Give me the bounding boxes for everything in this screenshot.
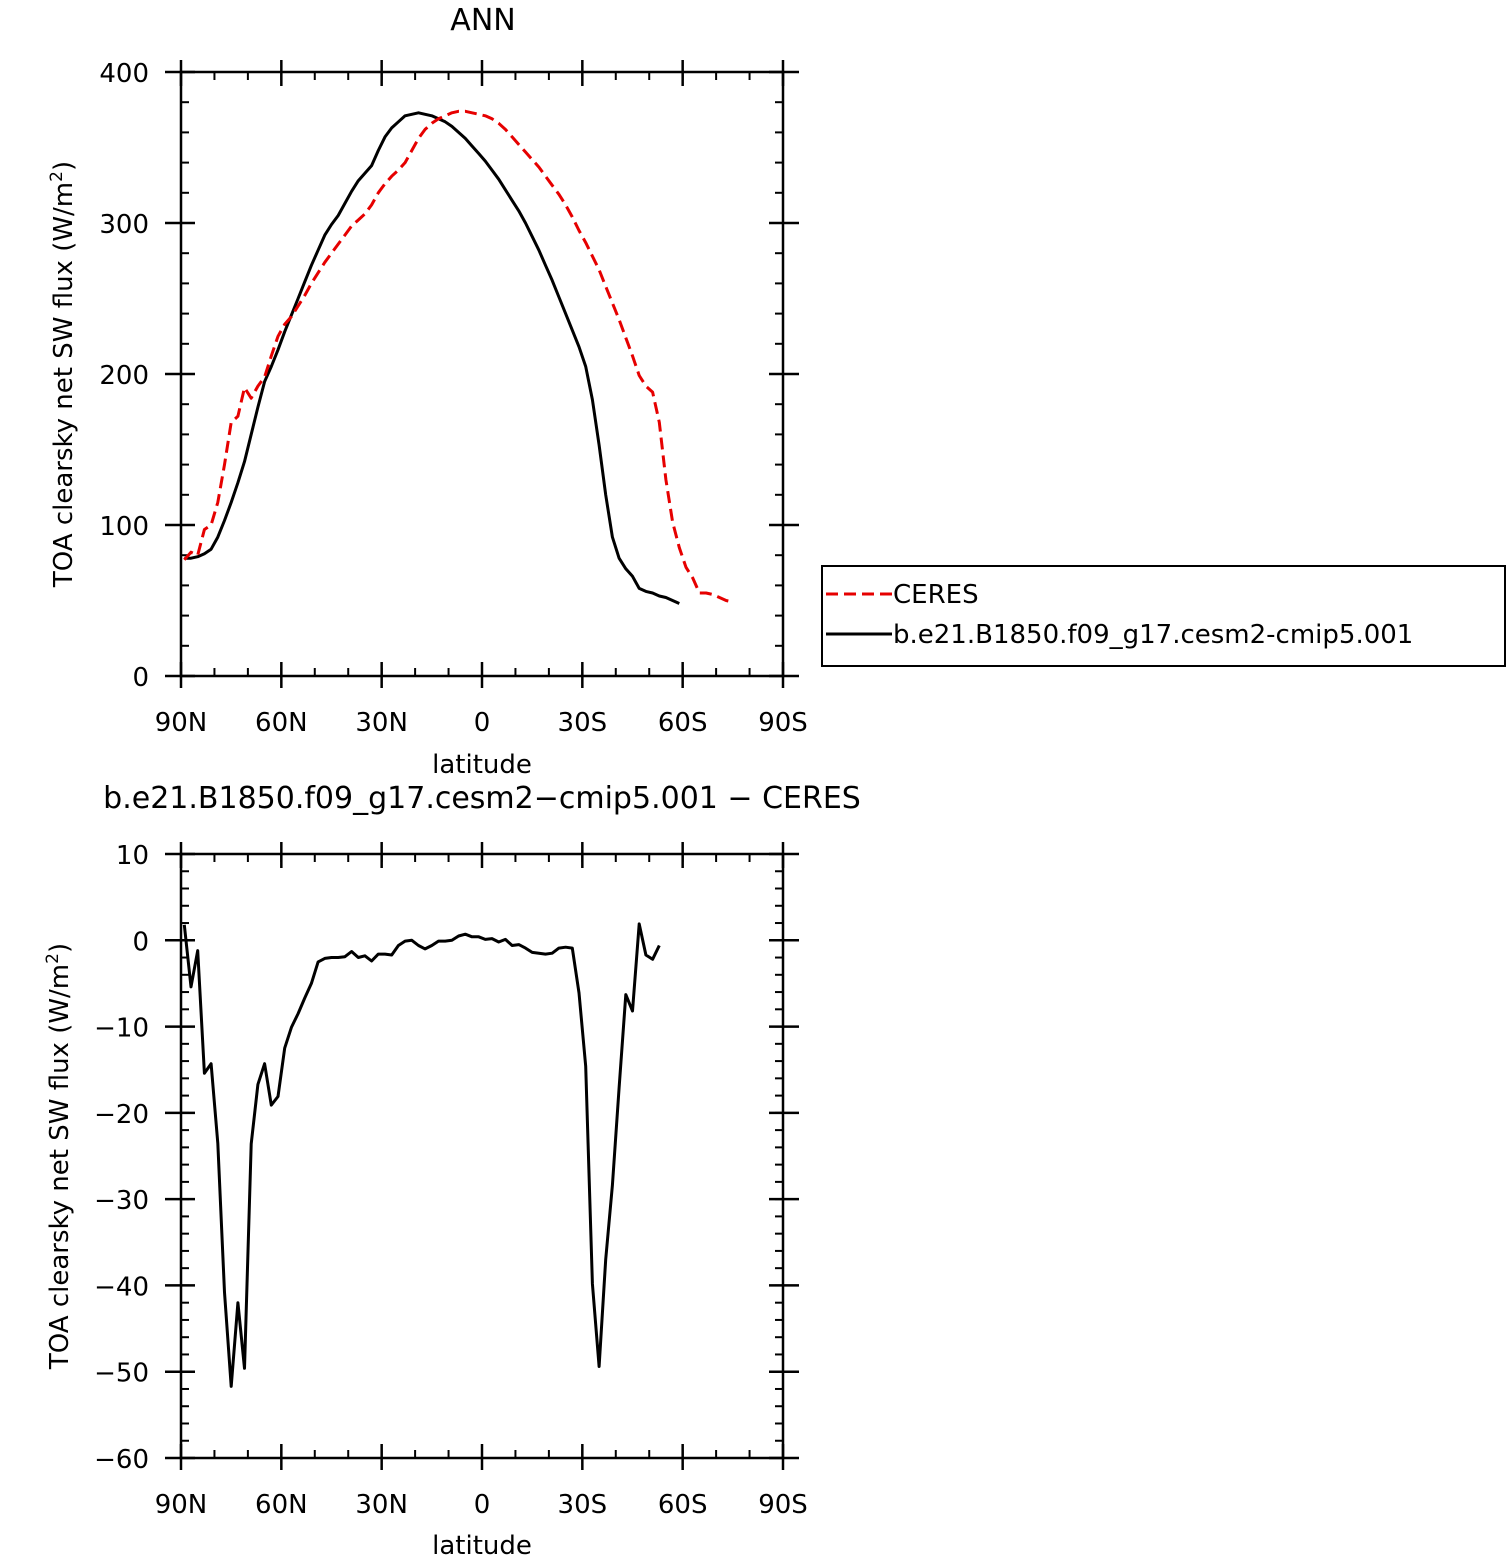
bottom-y-tick-label: −40 <box>94 1272 149 1302</box>
top-y-axis-label-main: TOA clearsky net SW flux (W/m <box>49 182 79 588</box>
top-plot-frame <box>179 70 785 678</box>
bottom-x-tick-label: 90N <box>155 1490 208 1520</box>
legend-label-model: b.e21.B1850.f09_g17.cesm2-cmip5.001 <box>893 620 1413 650</box>
top-x-tick-label: 60N <box>255 708 308 738</box>
bottom-axes: 90N 60N 30N 0 30S 60S 90S −60 −50 −40 −30 −20 −10 0 10 <box>94 841 808 1520</box>
bottom-y-tick-label: −50 <box>94 1359 149 1389</box>
bottom-y-tick-label: 0 <box>132 927 149 957</box>
bottom-series-lines <box>182 922 661 1388</box>
bottom-x-axis-label: latitude <box>432 1531 532 1561</box>
top-series-lines <box>183 109 734 605</box>
bottom-y-axis-label-sup: 2 <box>43 953 63 964</box>
legend-label-ceres: CERES <box>893 580 979 610</box>
top-y-axis-label: TOA clearsky net SW flux (W/m2) <box>47 161 79 588</box>
bottom-y-axis-label-close: ) <box>45 943 75 953</box>
legend: CERES b.e21.B1850.f09_g17.cesm2-cmip5.00… <box>821 565 1506 667</box>
top-panel: ANN 90N 60N 30N 0 30S 60S 90S 0 100 200 300 400 lat… <box>47 3 1506 780</box>
bottom-y-tick-label: 10 <box>116 841 149 871</box>
top-x-tick-label: 90S <box>758 708 808 738</box>
top-series-line-0 <box>183 109 734 604</box>
top-y-tick-label: 200 <box>99 361 149 391</box>
bottom-title: b.e21.B1850.f09_g17.cesm2−cmip5.001 − CE… <box>103 781 861 816</box>
bottom-plot-frame <box>179 852 785 1460</box>
top-series-line-1 <box>184 111 680 605</box>
bottom-x-tick-label: 30S <box>558 1490 608 1520</box>
bottom-y-axis-label-main: TOA clearsky net SW flux (W/m <box>45 964 75 1370</box>
top-y-tick-label: 300 <box>99 210 149 240</box>
bottom-panel: b.e21.B1850.f09_g17.cesm2−cmip5.001 − CE… <box>43 781 861 1561</box>
bottom-y-tick-label: −30 <box>94 1186 149 1216</box>
top-x-tick-label: 60S <box>658 708 708 738</box>
top-x-tick-label: 90N <box>155 708 208 738</box>
bottom-y-tick-label: −20 <box>94 1100 149 1130</box>
bottom-x-tick-label: 0 <box>474 1490 491 1520</box>
bottom-y-axis-label: TOA clearsky net SW flux (W/m2) <box>43 943 75 1370</box>
bottom-x-tick-label: 60N <box>255 1490 308 1520</box>
top-y-tick-label: 400 <box>99 59 149 89</box>
bottom-series-line-0 <box>182 922 661 1388</box>
top-y-axis-label-sup: 2 <box>47 171 67 182</box>
bottom-y-tick-label: −10 <box>94 1014 149 1044</box>
bottom-y-tick-label: −60 <box>94 1445 149 1475</box>
top-x-tick-label: 30S <box>558 708 608 738</box>
top-y-tick-label: 100 <box>99 512 149 542</box>
top-x-axis-label: latitude <box>432 750 532 780</box>
top-x-tick-label: 30N <box>355 708 408 738</box>
bottom-x-tick-label: 60S <box>658 1490 708 1520</box>
legend-box <box>821 565 1506 667</box>
top-axes: 90N 60N 30N 0 30S 60S 90S 0 100 200 300 400 <box>99 59 807 738</box>
top-title: ANN <box>450 3 515 38</box>
top-y-axis-label-close: ) <box>49 161 79 171</box>
top-y-tick-label: 0 <box>132 663 149 693</box>
top-x-tick-label: 0 <box>474 708 491 738</box>
bottom-x-tick-label: 30N <box>355 1490 408 1520</box>
bottom-x-tick-label: 90S <box>758 1490 808 1520</box>
